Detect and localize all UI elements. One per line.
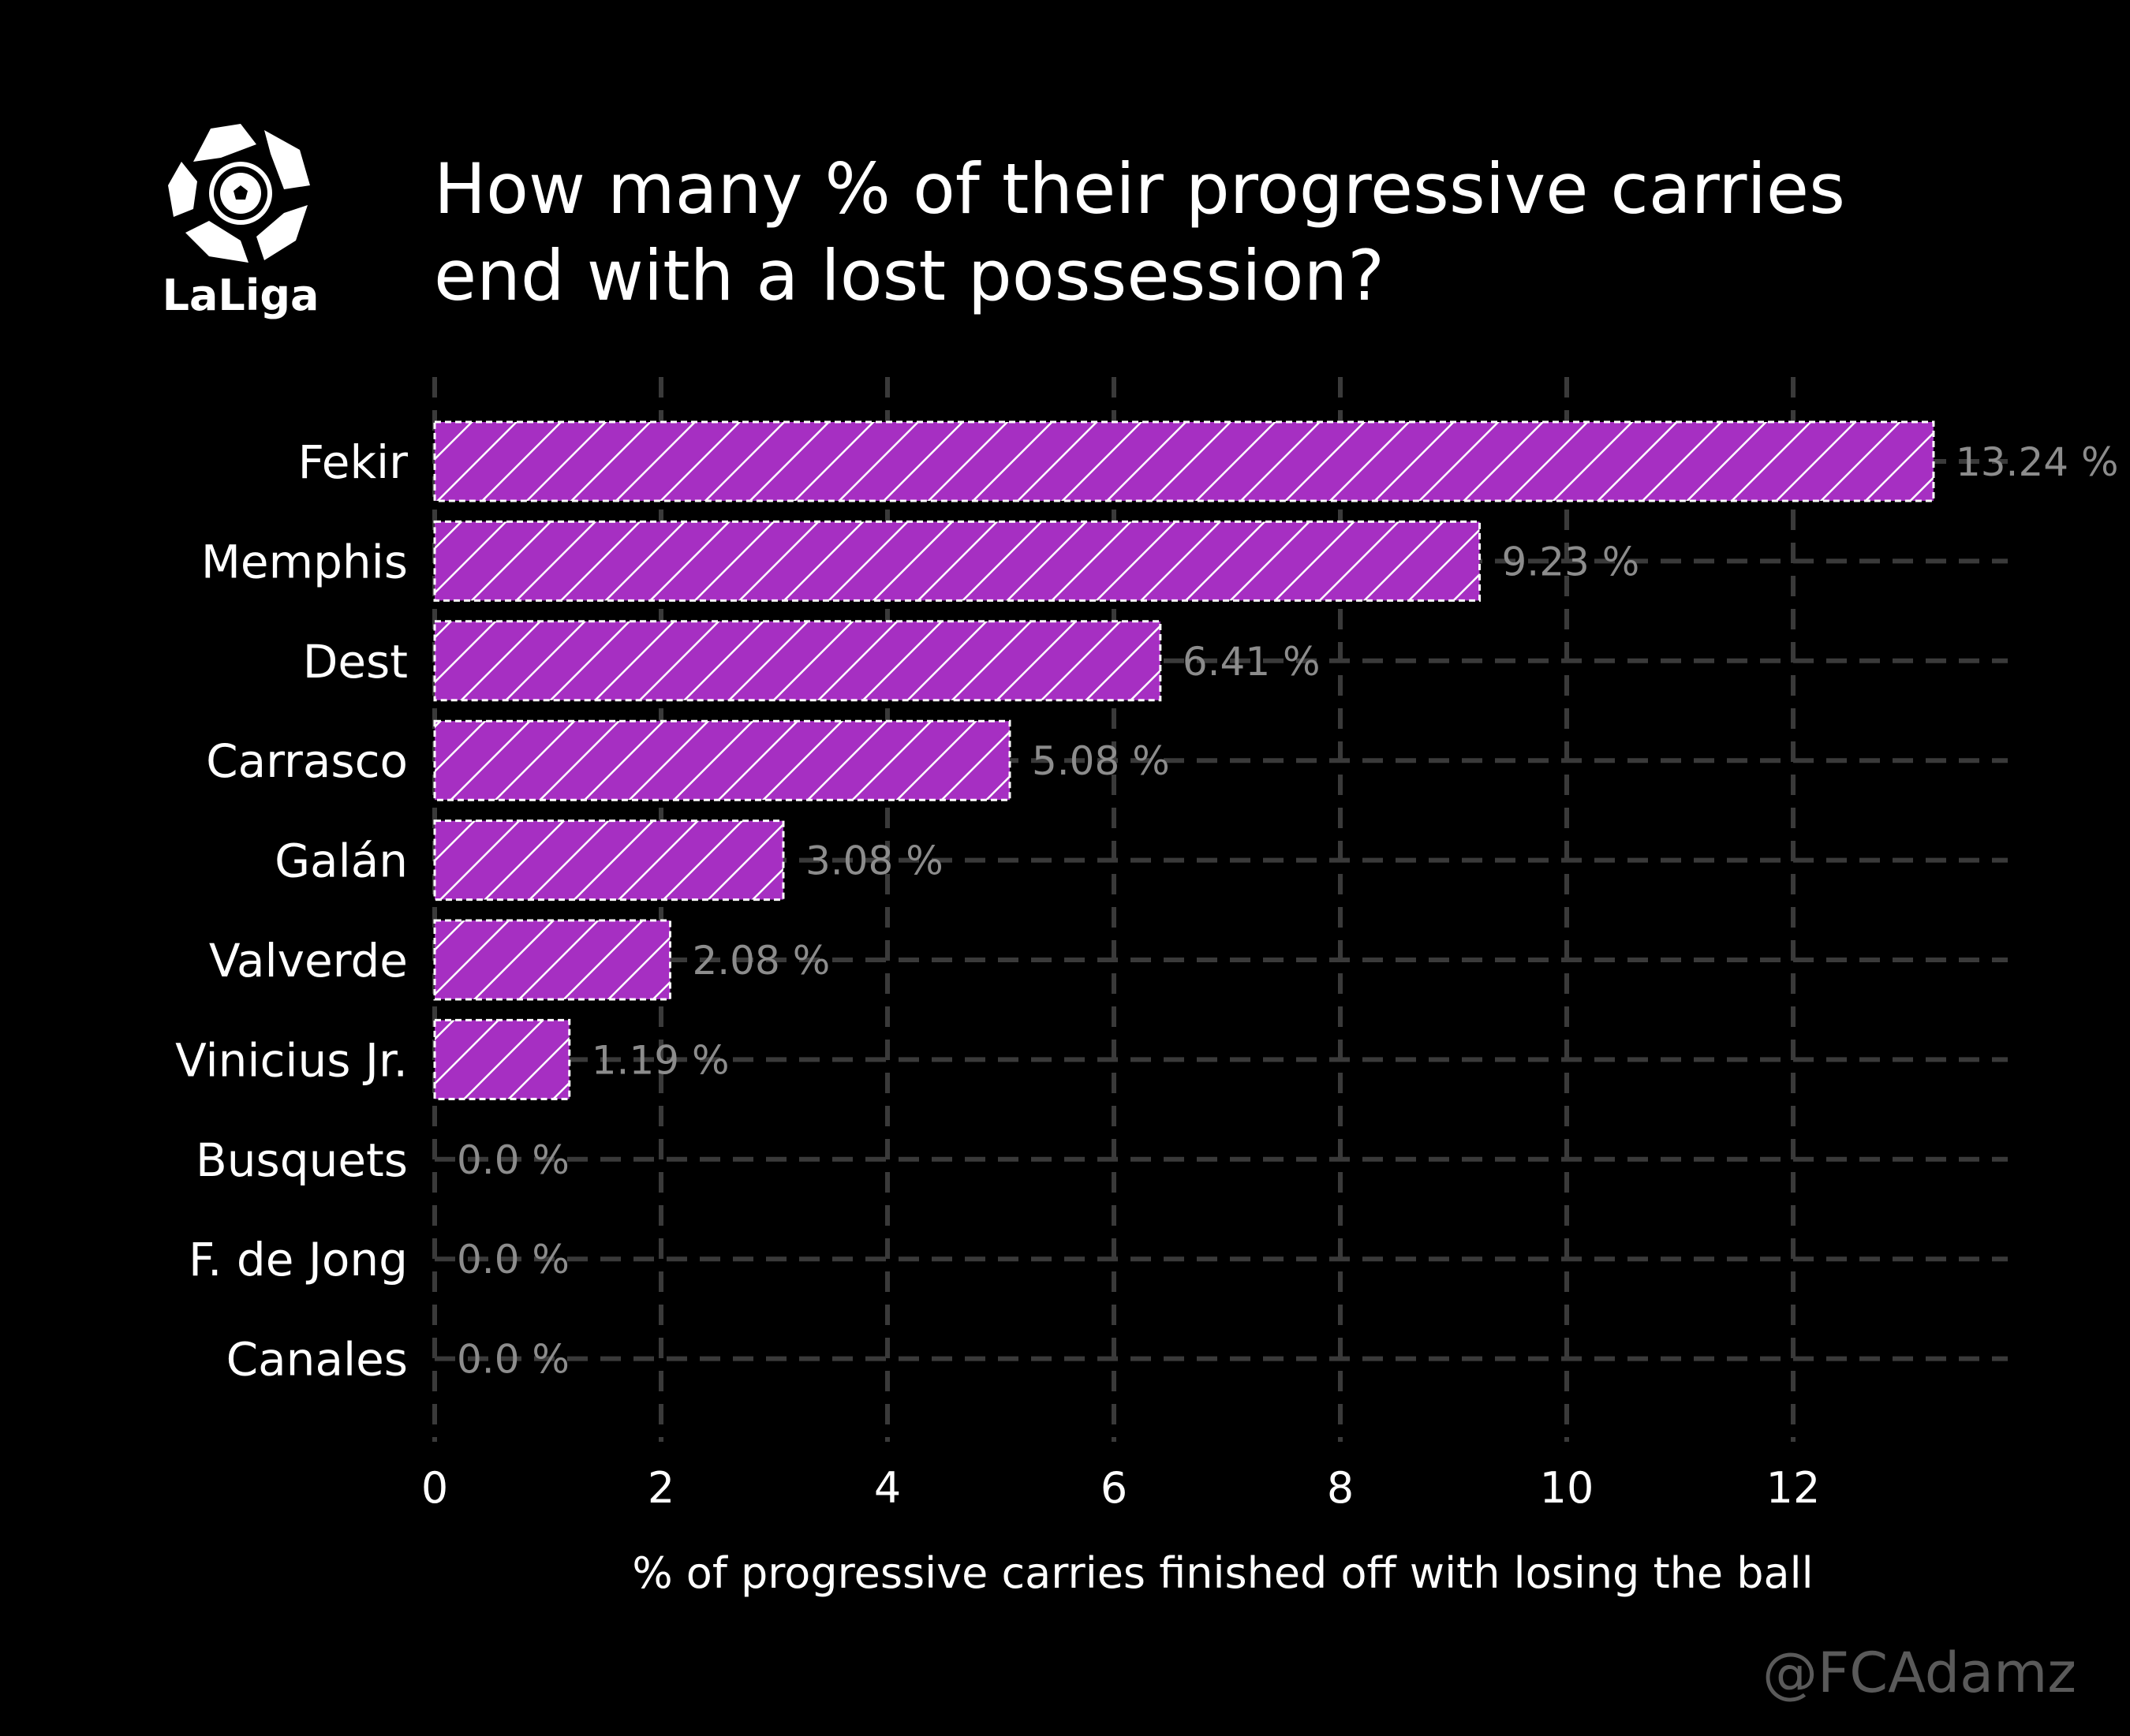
category-label: Galán bbox=[275, 834, 408, 888]
value-label: 0.0 % bbox=[457, 1137, 570, 1183]
value-label: 1.19 % bbox=[592, 1037, 730, 1083]
bars bbox=[433, 420, 1935, 1100]
bar bbox=[433, 919, 671, 1001]
category-label: Valverde bbox=[209, 934, 408, 987]
bar bbox=[433, 620, 1162, 702]
category-label: Canales bbox=[226, 1333, 408, 1387]
x-axis-label: % of progressive carries finished off wi… bbox=[632, 1548, 1813, 1598]
laliga-logo-text: LaLiga bbox=[163, 271, 320, 320]
bar bbox=[433, 420, 1935, 502]
value-label: 0.0 % bbox=[457, 1237, 570, 1282]
bar bbox=[433, 719, 1011, 801]
x-tick-label: 12 bbox=[1766, 1463, 1821, 1513]
x-tick-label: 4 bbox=[874, 1463, 901, 1513]
laliga-logo: LaLiga bbox=[163, 124, 320, 320]
x-axis-ticks: 0 2 4 6 8 10 12 bbox=[421, 1463, 1821, 1513]
chart-title-line-2: end with a lost possession? bbox=[434, 235, 1384, 316]
x-tick-label: 6 bbox=[1100, 1463, 1127, 1513]
grid bbox=[432, 377, 2008, 1442]
x-tick-label: 0 bbox=[421, 1463, 448, 1513]
value-label: 2.08 % bbox=[692, 938, 830, 984]
x-tick-label: 10 bbox=[1540, 1463, 1594, 1513]
x-tick-label: 8 bbox=[1327, 1463, 1354, 1513]
value-label: 5.08 % bbox=[1032, 738, 1170, 784]
category-label: Carrasco bbox=[206, 734, 408, 788]
x-tick-label: 2 bbox=[648, 1463, 674, 1513]
value-label: 6.41 % bbox=[1183, 639, 1321, 685]
category-label: F. de Jong bbox=[189, 1233, 408, 1286]
category-label: Vinicius Jr. bbox=[175, 1033, 408, 1087]
category-label: Fekir bbox=[298, 435, 409, 489]
bar bbox=[433, 1018, 571, 1100]
watermark: @FCAdamz bbox=[1762, 1641, 2076, 1705]
category-labels: Fekir Memphis Dest Carrasco Galán Valverde Vin… bbox=[175, 435, 408, 1387]
laliga-logo-icon bbox=[168, 124, 310, 263]
bar bbox=[433, 520, 1482, 602]
value-labels: 13.24 % 9.23 % 6.41 % 5.08 % 3.08 % 2.08 % 1.1… bbox=[457, 439, 2118, 1383]
category-label: Memphis bbox=[201, 535, 408, 588]
chart-title: How many % of their progressive carries … bbox=[434, 148, 1845, 316]
value-label: 3.08 % bbox=[805, 838, 944, 884]
category-label: Dest bbox=[303, 635, 408, 689]
bar bbox=[433, 819, 785, 902]
value-label: 9.23 % bbox=[1502, 539, 1640, 584]
value-label: 0.0 % bbox=[457, 1337, 570, 1383]
chart-title-line-1: How many % of their progressive carries bbox=[434, 148, 1845, 230]
category-label: Busquets bbox=[196, 1133, 408, 1187]
value-label: 13.24 % bbox=[1956, 439, 2119, 485]
